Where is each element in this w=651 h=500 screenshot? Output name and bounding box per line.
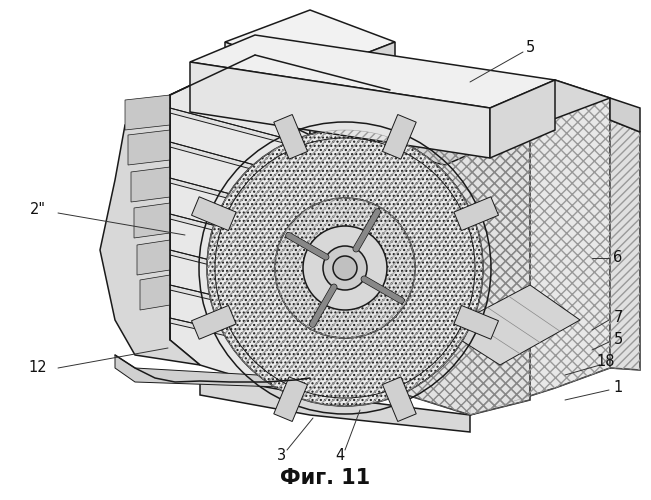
Polygon shape [470,80,610,128]
Polygon shape [170,142,310,185]
Text: Фиг. 11: Фиг. 11 [280,468,370,488]
Polygon shape [382,114,416,159]
Polygon shape [170,214,310,255]
Polygon shape [454,197,499,230]
Text: 7: 7 [613,310,623,326]
Polygon shape [131,167,170,202]
Polygon shape [490,80,555,158]
Polygon shape [200,375,470,432]
Polygon shape [115,355,310,388]
Circle shape [323,246,367,290]
Circle shape [333,256,357,280]
Polygon shape [170,318,310,355]
Polygon shape [170,250,310,290]
Polygon shape [310,42,395,135]
Text: 6: 6 [613,250,622,266]
Polygon shape [274,114,307,159]
Text: 5: 5 [525,40,534,56]
Polygon shape [170,285,310,323]
Polygon shape [125,95,170,130]
Polygon shape [382,377,416,422]
Polygon shape [137,240,170,275]
Polygon shape [191,197,236,230]
Polygon shape [274,377,307,422]
Polygon shape [445,285,580,365]
Text: 4: 4 [335,448,344,464]
Polygon shape [610,98,640,132]
Polygon shape [454,306,499,339]
Text: 3: 3 [277,448,286,464]
Text: 1: 1 [613,380,622,396]
Text: 18: 18 [597,354,615,370]
Polygon shape [128,130,170,165]
Text: 5: 5 [613,332,622,347]
Polygon shape [100,95,200,365]
Polygon shape [225,10,395,75]
Polygon shape [191,306,236,339]
Polygon shape [170,178,310,220]
Polygon shape [610,120,640,370]
Polygon shape [134,203,170,238]
Polygon shape [170,55,390,135]
Polygon shape [225,42,310,135]
Circle shape [275,198,415,338]
Polygon shape [375,110,530,165]
Circle shape [207,130,483,406]
Polygon shape [470,80,610,415]
Polygon shape [190,35,555,108]
Text: 12: 12 [29,360,48,376]
Polygon shape [140,275,170,310]
Polygon shape [170,108,310,150]
Circle shape [303,226,387,310]
Text: 2": 2" [30,202,46,218]
Polygon shape [170,55,310,385]
Polygon shape [375,110,530,415]
Polygon shape [190,62,490,158]
